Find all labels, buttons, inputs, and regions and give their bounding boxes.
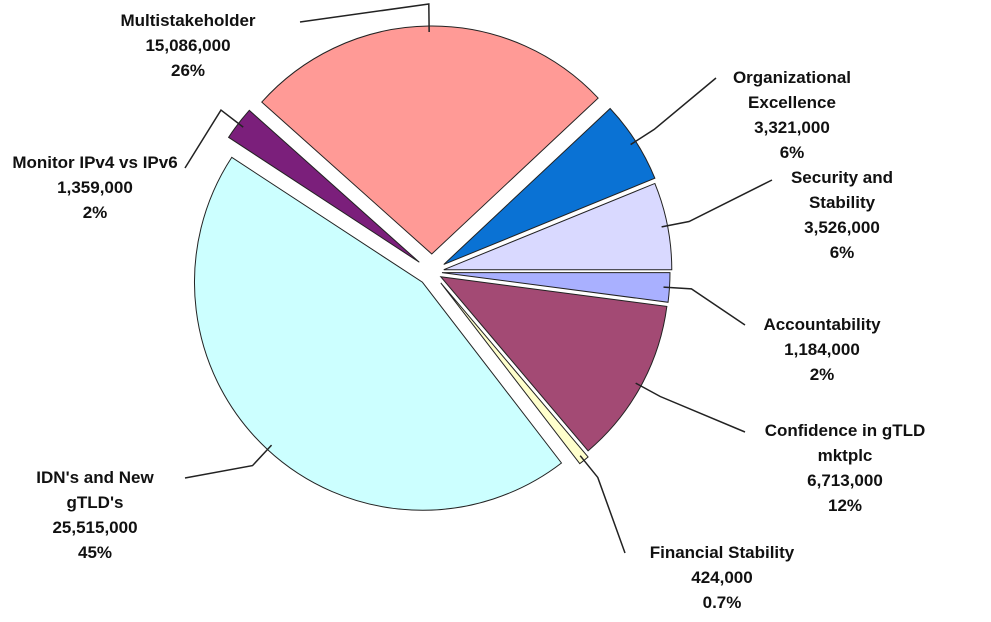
label-value: 15,086,000: [145, 36, 231, 55]
leader-line: [663, 286, 746, 326]
leader-line: [184, 444, 273, 479]
label-name: IDN's and New gTLD's: [36, 468, 154, 512]
label-name: Financial Stability: [649, 543, 795, 562]
label-percent: 26%: [170, 61, 206, 80]
leader-line: [630, 77, 717, 146]
slice-label: Monitor IPv4 vs IPv6 1,359,000 2%: [10, 150, 180, 225]
label-percent: 2%: [82, 203, 108, 222]
label-name: Multistakeholder: [120, 11, 256, 30]
label-percent: 12%: [827, 496, 863, 515]
slice-label: Organizational Excellence 3,321,000 6%: [707, 65, 877, 165]
slice-label: IDN's and New gTLD's 25,515,000 45%: [20, 465, 170, 565]
slice-label: Security and Stability 3,526,000 6%: [767, 165, 917, 265]
label-value: 424,000: [691, 568, 753, 587]
label-name: Accountability: [763, 315, 881, 334]
label-value: 1,359,000: [57, 178, 133, 197]
leader-line: [299, 3, 430, 33]
label-name: Monitor IPv4 vs IPv6: [12, 153, 178, 172]
label-percent: 6%: [779, 143, 805, 162]
label-name: Confidence in gTLD mktplc: [764, 421, 926, 465]
leader-line: [184, 108, 244, 169]
slice-label: Multistakeholder 15,086,000 26%: [88, 8, 288, 83]
slice-label: Confidence in gTLD mktplc 6,713,000 12%: [745, 418, 945, 518]
label-name: Security and Stability: [790, 168, 894, 212]
label-name: Organizational Excellence: [732, 68, 852, 112]
label-percent: 6%: [829, 243, 855, 262]
label-value: 3,526,000: [804, 218, 880, 237]
label-value: 6,713,000: [807, 471, 883, 490]
slice-label: Accountability 1,184,000 2%: [742, 312, 902, 387]
label-percent: 2%: [809, 365, 835, 384]
leader-line: [579, 455, 626, 554]
label-value: 25,515,000: [52, 518, 138, 537]
label-percent: 45%: [77, 543, 113, 562]
label-value: 3,321,000: [754, 118, 830, 137]
label-value: 1,184,000: [784, 340, 860, 359]
leader-line: [661, 179, 773, 228]
slice-label: Financial Stability 424,000 0.7%: [622, 540, 822, 615]
leader-line: [635, 382, 746, 433]
label-percent: 0.7%: [702, 593, 742, 612]
